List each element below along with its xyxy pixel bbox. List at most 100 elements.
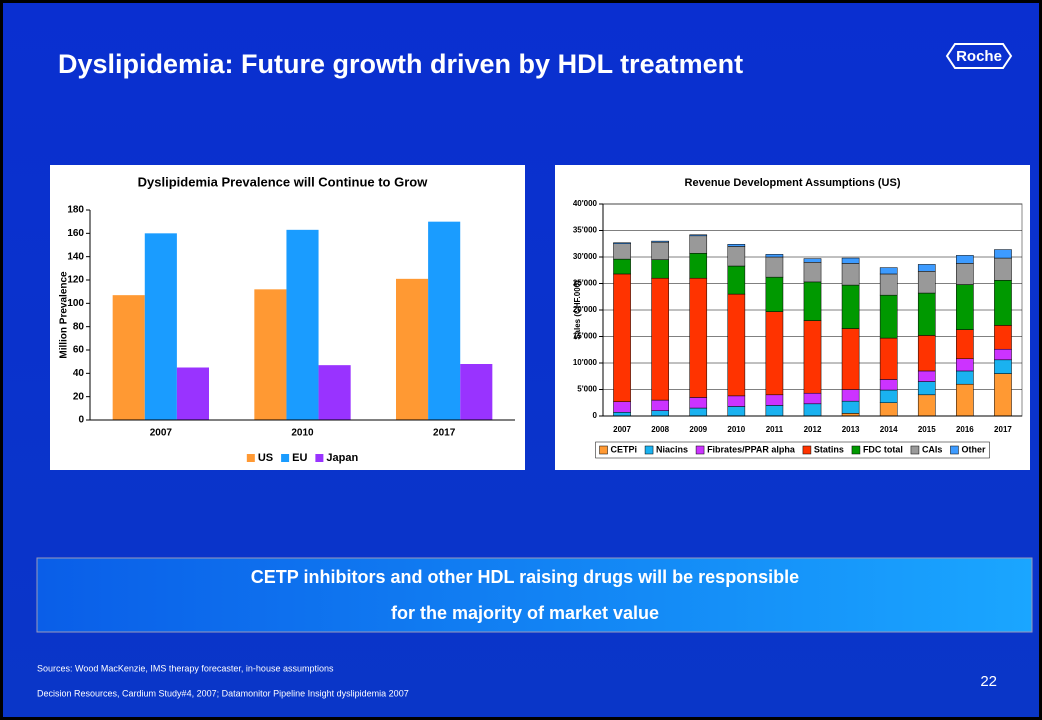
bar-segment [689,253,708,279]
y-tick-label: 15'000 [573,332,598,341]
bar-segment [841,389,860,402]
page-number: 22 [980,673,997,690]
source-line: Sources: Wood MacKenzie, IMS therapy for… [37,663,334,673]
bar-segment [651,241,669,260]
bar-segment [841,400,860,414]
y-tick-label: 30'000 [573,252,598,261]
x-tick-label: 2015 [918,425,936,434]
legend-label: US [258,452,273,464]
legend-label: Niacins [656,444,688,454]
bar-segment [727,406,746,417]
x-tick-label: 2009 [689,425,707,434]
bar-segment [956,358,974,372]
y-tick-label: 140 [67,251,84,262]
bar-segment [651,259,669,279]
legend-swatch [599,445,608,455]
bar-segment [956,284,974,330]
bar-segment [613,243,631,260]
bar-segment [917,264,936,272]
bar-segment [613,273,631,402]
bar-segment [956,383,974,417]
source-line: Decision Resources, Cardium Study#4, 200… [37,688,409,698]
bar-segment [689,235,708,254]
y-tick-label: 160 [67,228,84,239]
bar-segment [803,403,822,417]
bar-segment [917,271,936,294]
x-tick-label: 2013 [842,425,860,434]
x-tick-label: 2016 [956,425,974,434]
bar-segment [765,405,784,417]
bar-segment [651,399,669,411]
bar-segment [879,402,898,417]
banner-line: for the majority of market value [391,603,659,623]
bar-segment [613,401,631,413]
bar-segment [841,328,860,390]
bar [144,233,177,420]
bar-segment [879,337,898,380]
bar-segment [689,277,708,398]
slide-title: Dyslipidemia: Future growth driven by HD… [58,49,743,79]
logo-outline [945,43,1013,69]
bar-segment [994,280,1012,326]
chart-2-area [555,165,1030,470]
legend-swatch [802,445,812,455]
legend-label: Statins [814,444,844,454]
bar-segment [727,246,746,267]
y-tick-label: 0 [78,415,84,426]
bar-segment [994,249,1012,259]
bar [396,278,429,420]
bar-segment [994,348,1012,361]
y-tick-label: 40'000 [573,199,598,208]
x-tick-label: 2008 [651,425,669,434]
bar-segment [879,273,898,296]
y-tick-label: 40 [73,368,85,379]
bar-segment [956,329,974,360]
legend-label: CAIs [922,444,943,454]
bar-segment [689,397,708,409]
bar [112,295,145,420]
bar-segment [994,325,1012,350]
bar-segment [917,381,936,396]
bar-segment [765,394,784,406]
y-axis-label: Sales (CHF.000) [573,280,582,340]
bar-segment [879,379,898,391]
legend-label: FDC total [863,444,903,454]
chart-title: Dyslipidemia Prevalence will Continue to… [138,174,429,189]
bar [176,367,209,420]
bar-segment [765,254,784,258]
legend-swatch [281,454,290,462]
legend-label: Fibrates/PPAR alpha [707,444,796,454]
bar-segment [803,262,822,283]
bar-segment [651,410,669,417]
y-tick-label: 35'000 [573,226,598,235]
y-tick-label: 0 [593,411,598,420]
y-tick-label: 180 [67,205,84,216]
y-tick-label: 10'000 [573,358,598,367]
bar-segment [841,284,860,329]
legend-label: Japan [326,452,358,464]
x-tick-label: 2014 [880,425,898,434]
y-tick-label: 5'000 [577,385,597,394]
legend-label: CETPi [611,444,638,454]
bar-segment [956,370,974,385]
bar-segment [613,242,631,245]
x-tick-label: 2007 [150,428,173,439]
bar-segment [765,256,784,278]
bar-segment [841,257,860,264]
legend-swatch [910,445,920,455]
bar-segment [956,255,974,264]
y-tick-label: 100 [67,298,84,309]
bar-segment [879,294,898,339]
bar [318,365,351,420]
y-tick-label: 20 [73,391,85,402]
logo: Roche [956,48,1002,65]
bar [254,289,287,420]
bar-segment [917,335,936,372]
bar-segment [727,244,746,247]
x-tick-label: 2012 [804,425,822,434]
bar-segment [727,293,746,397]
legend-swatch [644,445,654,455]
y-tick-label: 80 [73,321,85,332]
